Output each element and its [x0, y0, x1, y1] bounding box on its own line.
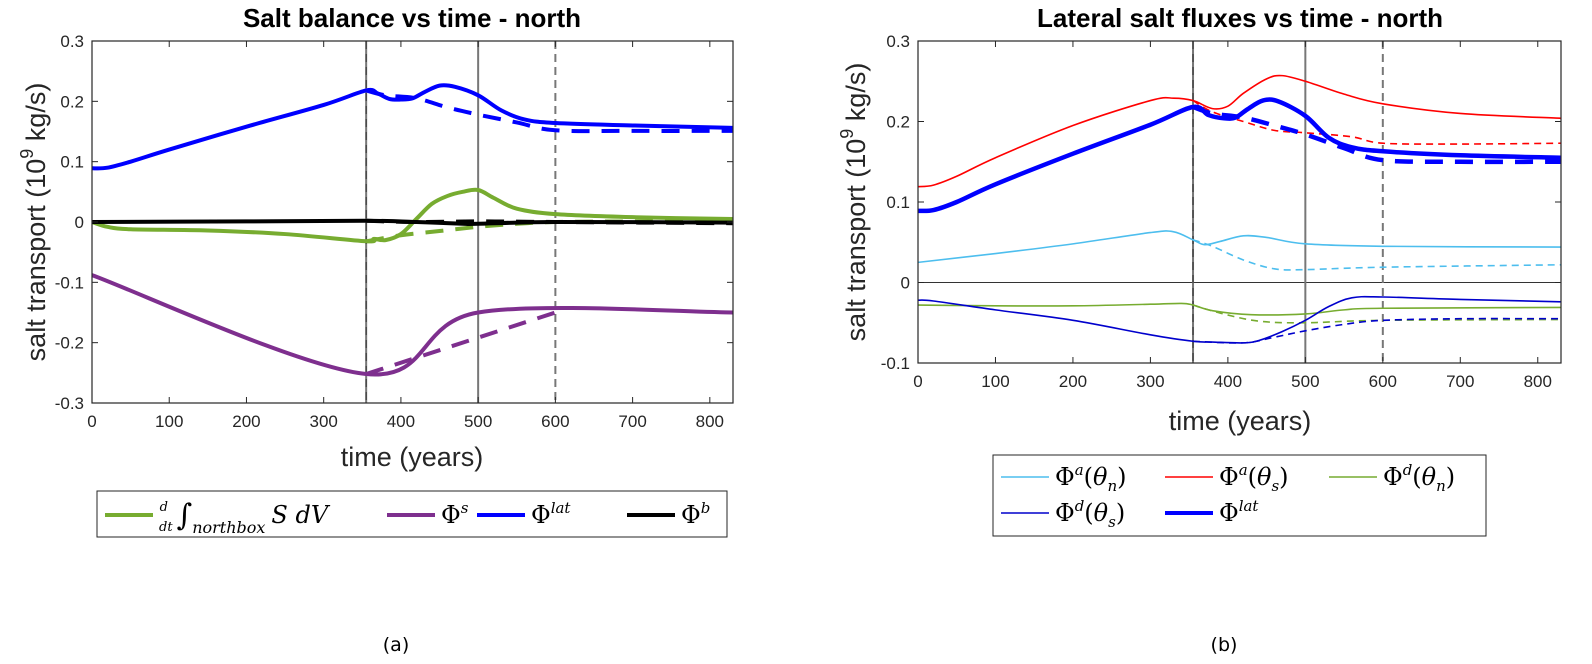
chart-a-plot-area	[92, 41, 733, 403]
legend-item: Φlat	[1165, 497, 1259, 527]
chart-b-x-axis-label: time (years)	[1169, 406, 1312, 436]
legend-label: Φs	[441, 499, 469, 529]
legend-item: Φb	[627, 499, 710, 529]
ylabel-a-exponent: 9	[17, 149, 37, 159]
x-tick-label: 100	[155, 412, 183, 431]
chart-a-title: Salt balance vs time - north	[243, 3, 581, 33]
y-tick-label: 0	[901, 274, 910, 293]
series-line--a-s-	[918, 74, 1561, 188]
legend-label: Φlat	[1219, 497, 1259, 527]
y-tick-label: 0.1	[60, 153, 84, 172]
y-tick-label: 0.2	[886, 113, 910, 132]
x-tick-label: 600	[1369, 372, 1397, 391]
series-line--lat	[92, 83, 733, 171]
series-line--a-s-dashed-	[1192, 99, 1561, 145]
chart-a-legend: d dt ∫northbox S dV Φs Φlat Φb	[96, 490, 728, 538]
series-line--d-s-	[918, 295, 1561, 344]
legend-label: Φd(θs)	[1055, 497, 1125, 531]
x-tick-label: 400	[1214, 372, 1242, 391]
ylabel-a-unit: kg/s)	[21, 83, 51, 149]
y-tick-label: 0.3	[886, 32, 910, 51]
x-tick-label: 800	[1524, 372, 1552, 391]
x-tick-label: 500	[1291, 372, 1319, 391]
legend-label: d dt ∫northbox S dV	[159, 498, 331, 537]
series-line--s-dashed-	[365, 310, 556, 376]
series-line-d-dt-northbox-s-dv-dashed-	[365, 218, 733, 244]
series-line--lat-dashed-	[365, 88, 733, 134]
legend-label: Φlat	[531, 499, 571, 529]
chart-a-axes: 0 100 200 300 400 500 600 700 800 -0.3 -0.2 -0.1 0 0.…	[55, 32, 734, 431]
legend-label: Φa(θn)	[1055, 461, 1127, 495]
chart-b-axes: 0 100 200 300 400 500 600 700 800-0.100.10.20.3	[881, 32, 1562, 391]
x-tick-label: 200	[1059, 372, 1087, 391]
legend-item: Φd(θn)	[1329, 461, 1455, 495]
series-line-d-dt-northbox-s-dv	[92, 187, 733, 244]
legend-box	[992, 454, 1487, 537]
x-tick-label: 500	[464, 412, 492, 431]
legend-label: Φa(θs)	[1219, 461, 1289, 495]
x-tick-label: 100	[981, 372, 1009, 391]
x-tick-label: 700	[1446, 372, 1474, 391]
ylabel-b-unit: kg/s)	[841, 63, 871, 129]
ylabel-a-main: salt transport (10	[21, 159, 51, 362]
x-tick-label: 0	[87, 412, 96, 431]
series-line--a-n-dashed-	[1192, 239, 1561, 271]
legend-item: Φd(θs)	[1001, 497, 1125, 531]
y-tick-label: -0.3	[55, 394, 84, 413]
ylabel-b-main: salt transport (10	[841, 139, 871, 342]
series-line--s	[92, 273, 733, 377]
x-tick-label: 700	[618, 412, 646, 431]
chart-a-y-axis-label: salt transport (109 kg/s)	[17, 83, 51, 362]
legend-label: Φb	[681, 499, 710, 529]
y-tick-label: 0	[75, 213, 84, 232]
legend-item: Φa(θn)	[1001, 461, 1127, 495]
caption-b: (b)	[1211, 634, 1238, 656]
series-line--b-dashed-	[366, 218, 733, 226]
x-tick-label: 600	[541, 412, 569, 431]
series-line--lat-dashed-	[1192, 104, 1561, 165]
legend-item: d dt ∫northbox S dV	[105, 498, 331, 537]
x-tick-label: 0	[913, 372, 922, 391]
x-tick-label: 300	[1136, 372, 1164, 391]
chart-a-x-axis-label: time (years)	[341, 442, 484, 472]
y-tick-label: -0.2	[55, 334, 84, 353]
series-line--d-s-dashed-	[1192, 317, 1561, 344]
x-tick-label: 800	[696, 412, 724, 431]
legend-item: Φa(θs)	[1165, 461, 1289, 495]
y-tick-label: -0.1	[881, 354, 910, 373]
legend-label: Φd(θn)	[1383, 461, 1455, 495]
chart-b-title: Lateral salt fluxes vs time - north	[1037, 3, 1443, 33]
y-tick-label: -0.1	[55, 273, 84, 292]
series-line--d-n-	[918, 302, 1561, 316]
y-tick-label: 0.2	[60, 92, 84, 111]
ylabel-b-exponent: 9	[837, 129, 857, 139]
chart-a: Salt balance vs time - north 0 100 200 300 4…	[17, 3, 734, 538]
x-tick-label: 200	[232, 412, 260, 431]
y-tick-label: 0.3	[60, 32, 84, 51]
chart-b: Lateral salt fluxes vs time - north 0 100…	[837, 3, 1562, 537]
chart-b-y-axis-label: salt transport (109 kg/s)	[837, 63, 871, 342]
x-tick-label: 400	[387, 412, 415, 431]
x-tick-label: 300	[309, 412, 337, 431]
legend-item: Φs	[387, 499, 469, 529]
caption-a: (a)	[383, 634, 409, 656]
y-tick-label: 0.1	[886, 193, 910, 212]
chart-b-plot-area	[918, 41, 1561, 363]
legend-item: Φlat	[477, 499, 571, 529]
chart-b-legend: Φa(θn) Φa(θs) Φd(θn) Φd(θs) Φlat	[992, 454, 1487, 537]
